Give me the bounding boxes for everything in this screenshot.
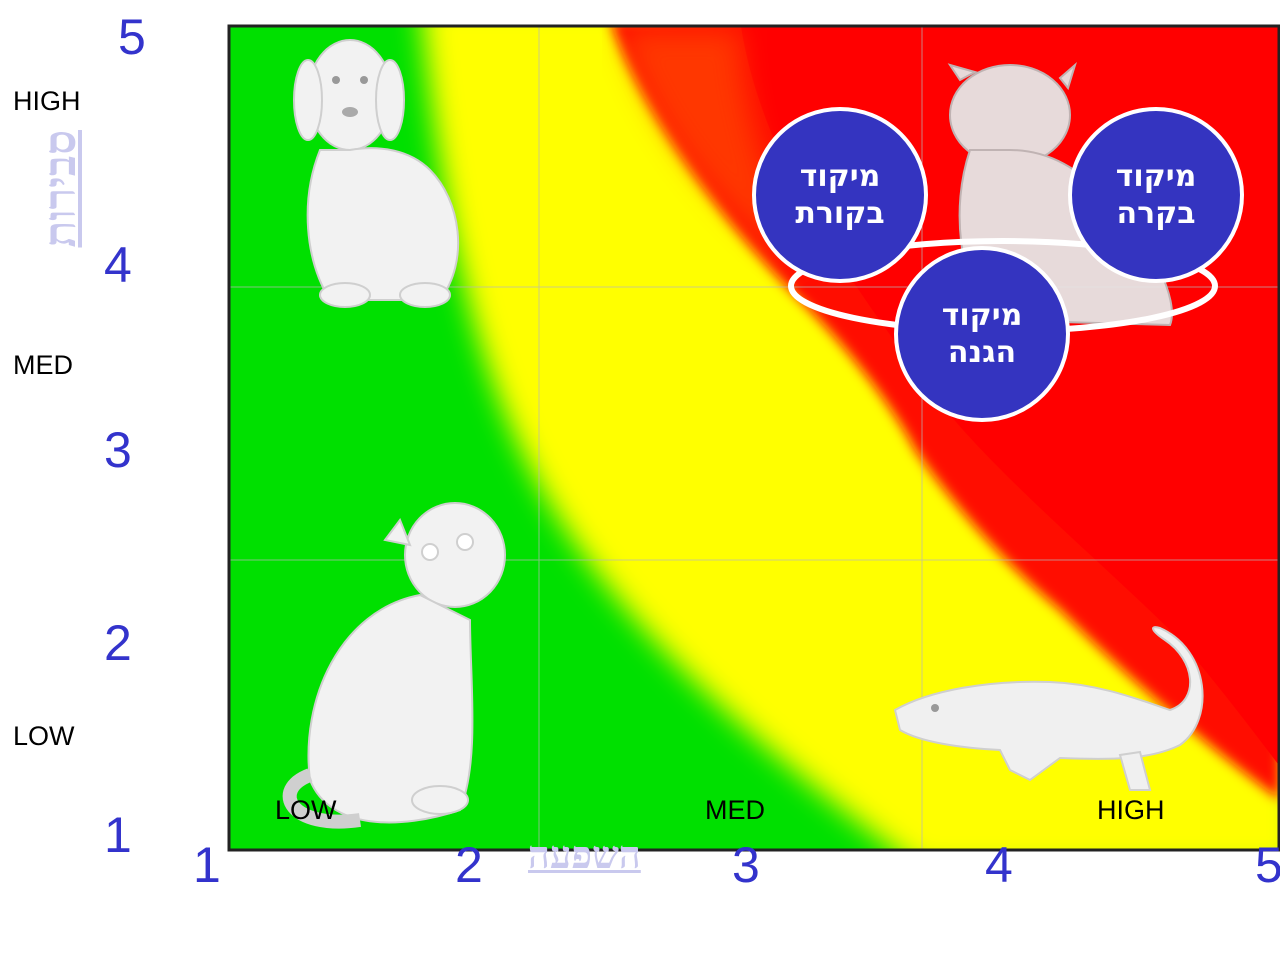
y-number-2: 2 xyxy=(104,615,132,671)
focus-bubble-audit-line1: מיקוד xyxy=(799,158,881,194)
x-level-med: MED xyxy=(705,795,765,825)
focus-bubble-control-line2: בקרה xyxy=(1116,196,1196,231)
crocodile-icon xyxy=(893,626,1204,791)
focus-bubble-protection-line1: מיקוד xyxy=(941,297,1023,333)
y-level-low: LOW xyxy=(13,721,75,751)
focus-bubble-protection-line2: הגנה xyxy=(947,335,1017,370)
x-number-3: 3 xyxy=(732,837,760,893)
cat-icon xyxy=(282,502,506,829)
focus-bubble-control: מיקוד בקרה xyxy=(1068,107,1244,283)
y-level-high: HIGH xyxy=(13,86,81,116)
x-level-low: LOW xyxy=(275,795,337,825)
x-number-1: 1 xyxy=(193,837,221,893)
y-number-3: 3 xyxy=(104,422,132,478)
focus-bubble-audit-line2: בקורת xyxy=(795,196,885,231)
focus-bubble-control-line1: מיקוד xyxy=(1115,158,1197,194)
y-number-1: 1 xyxy=(104,807,132,863)
x-number-4: 4 xyxy=(985,837,1013,893)
y-number-4: 4 xyxy=(104,237,132,293)
y-level-med: MED xyxy=(13,350,73,380)
dog-icon xyxy=(293,39,460,308)
x-axis-title: השפעה xyxy=(528,832,641,877)
focus-bubble-protection: מיקוד הגנה xyxy=(894,246,1070,422)
x-number-5: 5 xyxy=(1255,837,1280,893)
x-level-high: HIGH xyxy=(1097,795,1165,825)
y-number-5: 5 xyxy=(118,9,146,65)
y-axis-title: סבירות xyxy=(35,130,86,248)
x-number-2: 2 xyxy=(455,837,483,893)
focus-bubble-audit: מיקוד בקורת xyxy=(752,107,928,283)
plot-frame xyxy=(227,24,1280,852)
